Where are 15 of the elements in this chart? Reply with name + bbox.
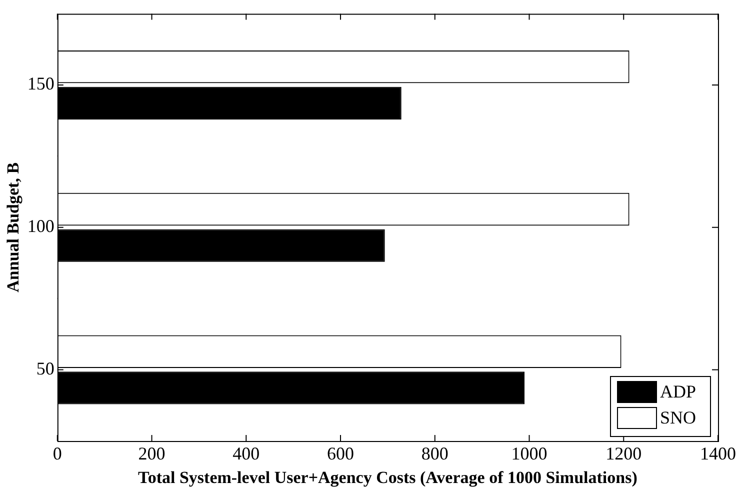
x-tick-label: 1200 bbox=[606, 444, 642, 464]
y-axis-title: Annual Budget, B bbox=[4, 162, 23, 292]
x-tick-label: 800 bbox=[421, 444, 448, 464]
y-tick-label: 50 bbox=[36, 358, 54, 379]
y-tick-label: 150 bbox=[27, 74, 54, 94]
x-tick-label: 1400 bbox=[700, 444, 736, 464]
x-axis-title: Total System-level User+Agency Costs (Average of 1000 Simulations) bbox=[138, 468, 638, 488]
x-tick-label: 0 bbox=[52, 444, 62, 464]
x-tick-label: 600 bbox=[327, 444, 354, 464]
legend-label: ADP bbox=[660, 382, 696, 402]
x-tick-label: 200 bbox=[138, 444, 166, 464]
legend-label: SNO bbox=[660, 408, 696, 428]
x-tick-label: 400 bbox=[232, 444, 260, 464]
x-tick-label: 1000 bbox=[511, 444, 548, 464]
y-tick-label: 100 bbox=[27, 216, 54, 236]
